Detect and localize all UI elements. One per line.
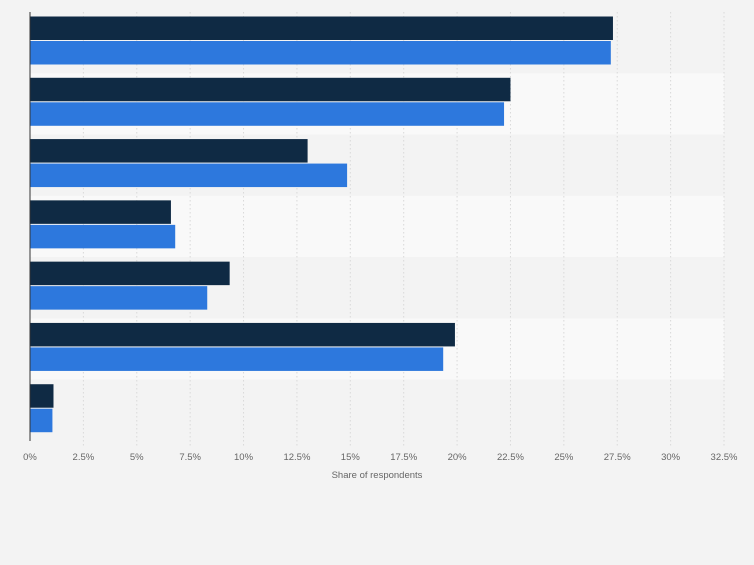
bar xyxy=(30,347,444,371)
x-tick-labels: 0% 2.5% 5% 7.5% 10% 12.5% 15% 17.5% 20% 22.5% 25% 2… xyxy=(23,452,738,463)
bar xyxy=(30,163,348,188)
x-tick-label: 22.5% xyxy=(497,452,524,463)
x-tick-label: 15% xyxy=(341,452,361,463)
bar xyxy=(30,286,208,310)
x-tick-label: 20% xyxy=(448,452,468,463)
x-tick-label: 2.5% xyxy=(73,452,95,463)
x-tick-label: 7.5% xyxy=(179,452,201,463)
bar xyxy=(30,16,613,40)
bar xyxy=(30,200,171,224)
x-tick-label: 27.5% xyxy=(604,452,631,463)
x-tick-label: 17.5% xyxy=(390,452,417,463)
x-tick-label: 30% xyxy=(661,452,681,463)
x-tick-label: 32.5% xyxy=(711,452,738,463)
x-tick-label: 12.5% xyxy=(283,452,310,463)
category-band xyxy=(30,379,724,441)
bar xyxy=(30,261,230,286)
bar xyxy=(30,322,455,347)
bar xyxy=(30,139,308,163)
x-tick-label: 5% xyxy=(130,452,144,463)
bar xyxy=(30,77,511,102)
bar xyxy=(30,224,176,249)
x-axis-title: Share of respondents xyxy=(332,470,423,481)
bar xyxy=(30,384,54,408)
x-tick-label: 0% xyxy=(23,452,37,463)
bar xyxy=(30,408,53,433)
bars xyxy=(30,16,613,433)
x-tick-label: 25% xyxy=(554,452,574,463)
bar xyxy=(30,102,505,126)
bar xyxy=(30,41,611,65)
x-tick-label: 10% xyxy=(234,452,254,463)
